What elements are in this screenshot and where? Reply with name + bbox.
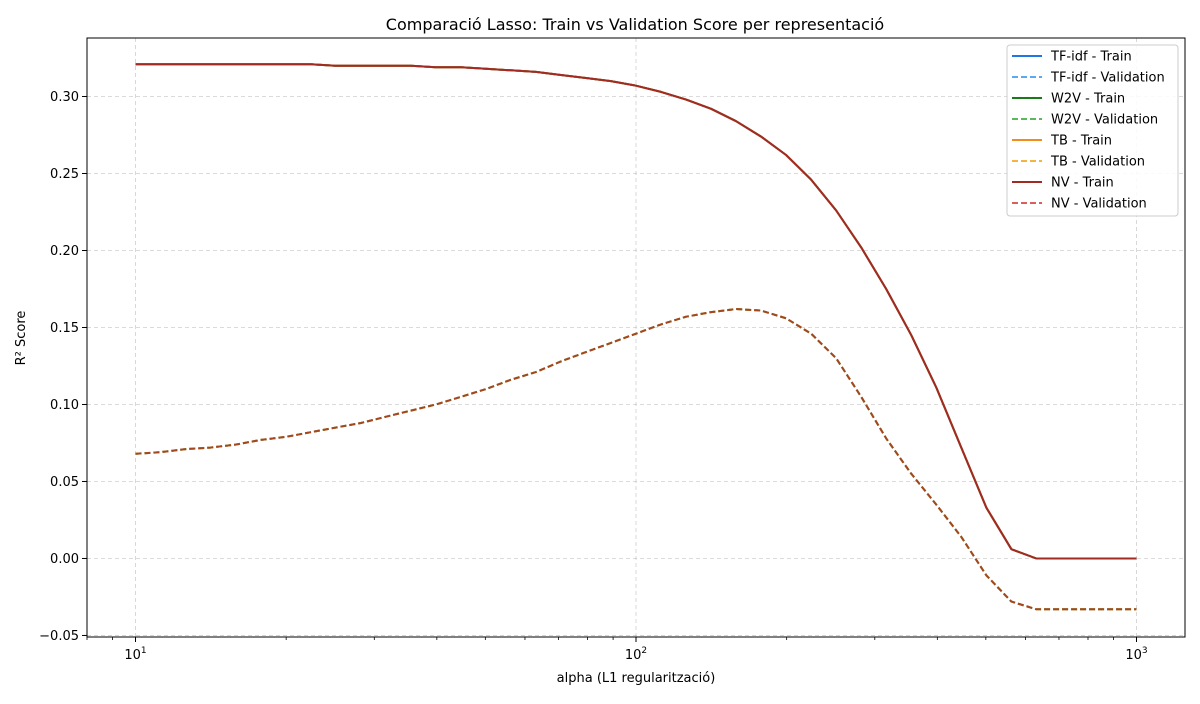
grid-lines — [87, 38, 1185, 637]
legend-label: TB - Validation — [1050, 155, 1145, 170]
legend-label: W2V - Train — [1051, 92, 1125, 107]
x-axis-label: alpha (L1 regularització) — [557, 671, 716, 686]
series-line — [135, 308, 1137, 611]
x-tick-label-exponent: 3 — [1142, 646, 1148, 656]
x-tick-label-base: 10 — [1125, 648, 1142, 663]
y-tick-label: 0.00 — [50, 552, 79, 567]
series-lines — [135, 63, 1137, 611]
y-tick-label: 0.20 — [50, 244, 79, 259]
y-tick-label: 0.30 — [50, 90, 79, 105]
legend-label: NV - Validation — [1051, 197, 1147, 212]
series-line — [135, 63, 1137, 560]
y-tick-label: −0.05 — [39, 629, 79, 644]
y-tick-label: 0.05 — [50, 475, 79, 490]
legend-label: NV - Train — [1051, 176, 1114, 191]
legend-label: TF-idf - Train — [1050, 50, 1132, 65]
y-tick-label: 0.25 — [50, 167, 79, 182]
y-tick-label: 0.10 — [50, 398, 79, 413]
y-axis: −0.05 0.00 0.05 0.10 0.15 0.20 0.25 0.30 — [39, 90, 87, 644]
x-tick-label: 102 — [625, 646, 647, 663]
x-tick-label-base: 10 — [625, 648, 642, 663]
x-tick-label-exponent: 2 — [641, 646, 647, 656]
x-tick-label-exponent: 1 — [141, 646, 147, 656]
x-axis: 101 102 103 — [86, 637, 1148, 663]
x-tick-label-base: 10 — [124, 648, 141, 663]
legend-label: TB - Train — [1050, 134, 1112, 149]
legend-label: W2V - Validation — [1051, 113, 1158, 128]
legend-box — [1006, 44, 1179, 217]
legend-label: TF-idf - Validation — [1050, 71, 1165, 86]
legend: TF-idf - Train TF-idf - Validation W2V - T… — [1006, 44, 1179, 217]
chart-title: Comparació Lasso: Train vs Validation Sc… — [386, 15, 884, 34]
y-tick-label: 0.15 — [50, 321, 79, 336]
y-axis-label: R² Score — [14, 311, 29, 366]
x-tick-label: 103 — [1125, 646, 1147, 663]
x-tick-label: 101 — [124, 646, 146, 663]
